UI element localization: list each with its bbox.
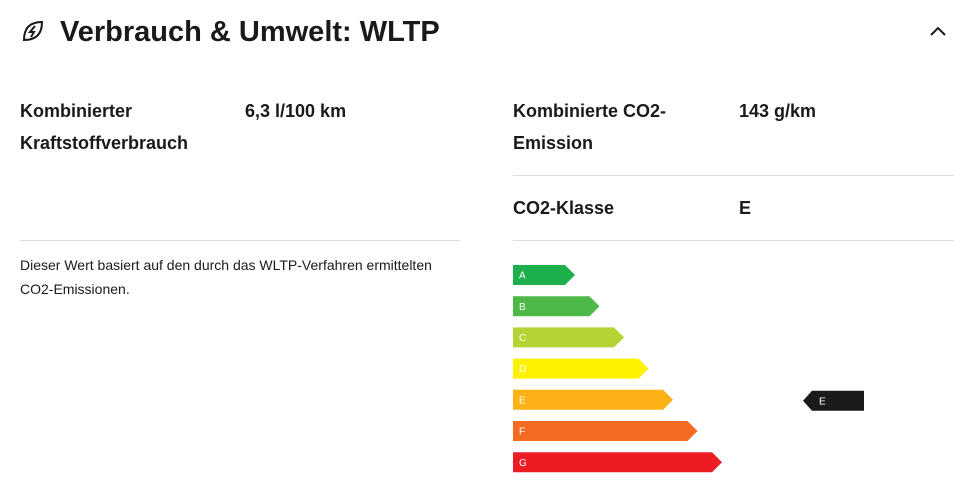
- class-bar: [513, 452, 722, 473]
- spec-value: 6,3 l/100 km: [245, 101, 347, 121]
- class-letter: E: [519, 395, 526, 406]
- energy-label: A B C D E E F G: [513, 265, 864, 473]
- section-title: Verbrauch & Umwelt: WLTP: [60, 16, 440, 48]
- spec-label: CO2-Klasse: [513, 198, 615, 218]
- class-bar: [513, 389, 673, 410]
- class-letter: A: [519, 271, 526, 282]
- current-class-letter: E: [819, 396, 826, 407]
- divider: [513, 240, 954, 241]
- class-bar: [513, 296, 600, 317]
- spec-label: Kombinierte CO2-Emission: [513, 101, 667, 153]
- spec-value: E: [739, 198, 752, 218]
- class-bar: [513, 358, 649, 379]
- collapse-chevron: [930, 26, 946, 36]
- class-letter: F: [519, 427, 525, 438]
- leaf-icon: [22, 20, 44, 42]
- spec-label: Kombinierter Kraftstoffverbrauch: [20, 101, 189, 153]
- footnote: Dieser Wert basiert auf den durch das WL…: [20, 257, 432, 297]
- spec-value: 143 g/km: [739, 101, 817, 121]
- current-class-indicator: [803, 390, 864, 411]
- section-header[interactable]: Verbrauch & Umwelt: WLTP: [0, 0, 962, 64]
- class-bar: [513, 327, 624, 348]
- divider: [513, 175, 954, 176]
- class-letter: C: [519, 333, 526, 344]
- class-bar: [513, 421, 698, 441]
- class-bar: [513, 265, 575, 285]
- class-letter: D: [519, 364, 526, 375]
- class-letter: G: [519, 458, 527, 469]
- class-letter: B: [519, 302, 526, 313]
- divider: [20, 240, 460, 241]
